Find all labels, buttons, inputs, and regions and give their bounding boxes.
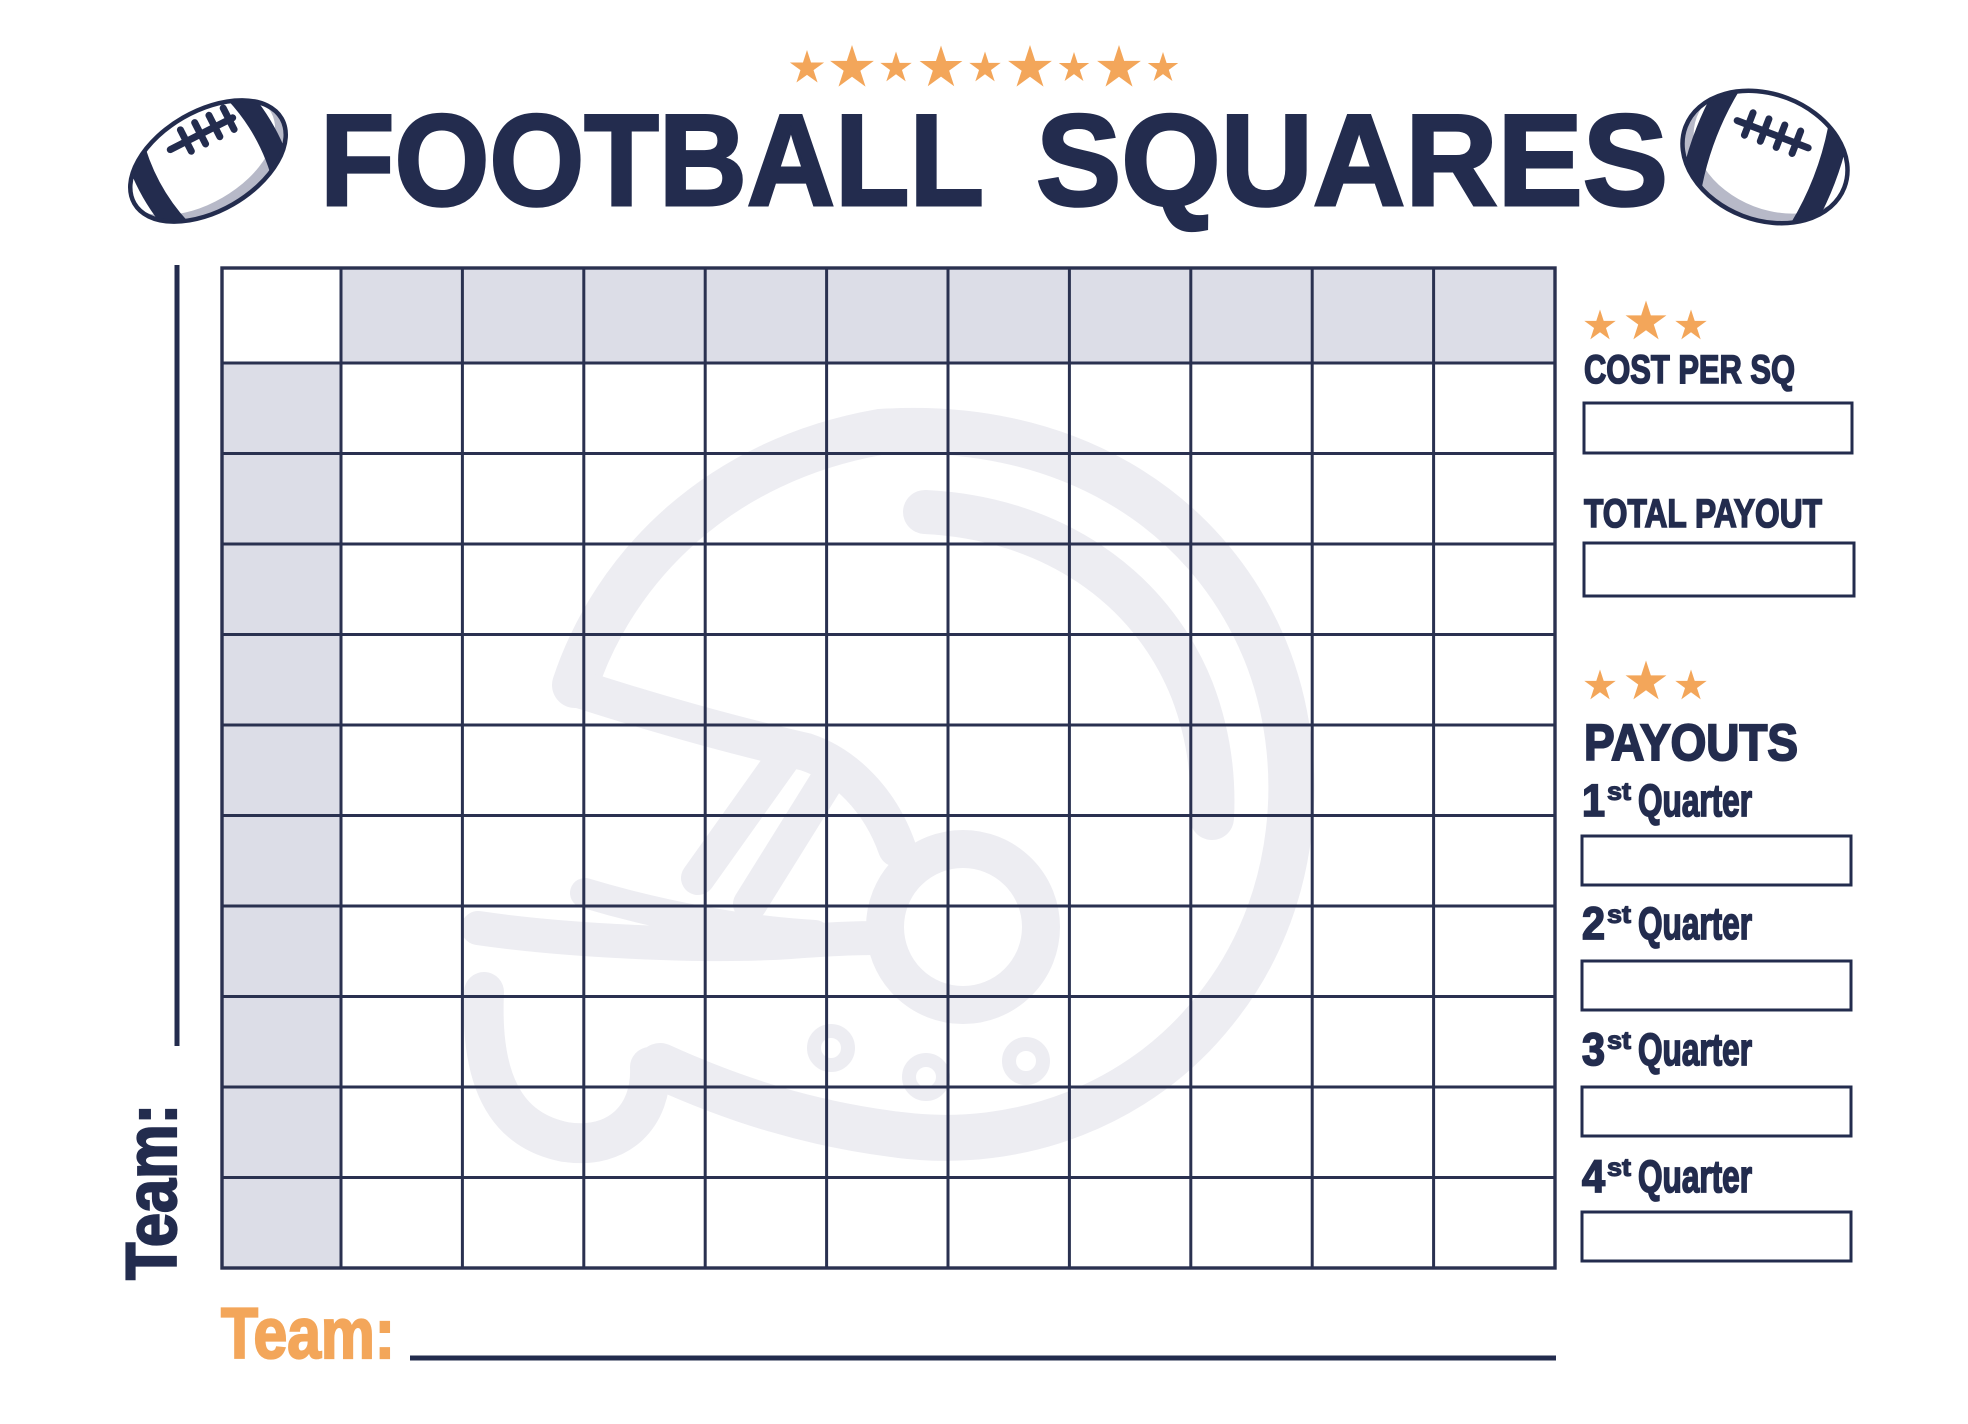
svg-text:COST PER SQ: COST PER SQ — [1584, 348, 1795, 392]
svg-text:2: 2 — [1582, 898, 1605, 949]
svg-text:st: st — [1607, 1154, 1632, 1182]
svg-text:st: st — [1607, 1027, 1632, 1055]
svg-text:Team:: Team: — [113, 1104, 192, 1280]
svg-text:PAYOUTS: PAYOUTS — [1584, 714, 1798, 771]
svg-text:4: 4 — [1582, 1151, 1605, 1202]
svg-text:SQUARES: SQUARES — [1036, 87, 1668, 233]
svg-text:FOOTBALL: FOOTBALL — [320, 87, 984, 233]
svg-text:3: 3 — [1582, 1024, 1605, 1075]
svg-text:1: 1 — [1582, 775, 1605, 826]
svg-text:st: st — [1607, 901, 1632, 929]
svg-text:Quarter: Quarter — [1638, 775, 1752, 826]
svg-text:Quarter: Quarter — [1638, 1151, 1752, 1202]
svg-text:TOTAL PAYOUT: TOTAL PAYOUT — [1584, 492, 1822, 536]
svg-text:Quarter: Quarter — [1638, 898, 1752, 949]
svg-text:Team:: Team: — [221, 1295, 395, 1374]
svg-text:st: st — [1607, 778, 1632, 806]
svg-text:Quarter: Quarter — [1638, 1024, 1752, 1075]
